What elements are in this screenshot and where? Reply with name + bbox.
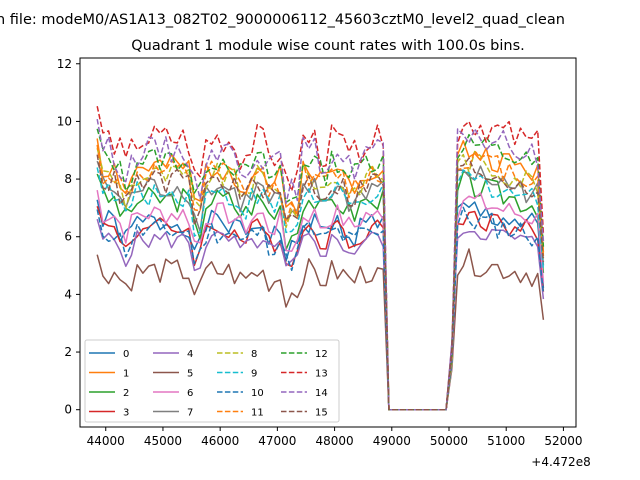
legend-label-12: 12 <box>315 349 328 360</box>
legend-box <box>84 339 340 423</box>
y-axis: 0 2 4 6 8 10 12 <box>57 57 80 417</box>
series-line-5 <box>96 248 545 411</box>
series-line-6 <box>96 189 545 411</box>
y-tick-label: 8 <box>64 172 72 186</box>
legend-label-15: 15 <box>315 408 328 419</box>
legend-label-6: 6 <box>187 388 193 399</box>
series-line-10 <box>96 206 545 411</box>
series-line-4 <box>96 218 545 411</box>
x-axis: 44000 45000 46000 47000 48000 49000 50000 51000… <box>87 427 583 448</box>
series-line-14 <box>96 118 545 411</box>
legend-label-8: 8 <box>251 349 257 360</box>
y-tick-label: 2 <box>64 345 72 359</box>
legend-label-11: 11 <box>251 408 264 419</box>
legend-label-5: 5 <box>187 369 193 380</box>
legend-label-9: 9 <box>251 369 257 380</box>
legend-label-14: 14 <box>315 388 328 399</box>
y-tick-label: 4 <box>64 287 72 301</box>
legend-label-4: 4 <box>187 349 193 360</box>
legend-label-10: 10 <box>251 388 264 399</box>
series-line-7 <box>96 160 545 411</box>
x-tick-label: 44000 <box>87 434 125 448</box>
series-layer <box>96 106 545 411</box>
legend-label-7: 7 <box>187 408 193 419</box>
x-tick-label: 48000 <box>315 434 353 448</box>
legend-label-1: 1 <box>123 369 129 380</box>
x-tick-label: 49000 <box>373 434 411 448</box>
axes-frame <box>79 57 577 428</box>
series-line-3 <box>96 206 545 411</box>
x-tick-label: 51000 <box>487 434 525 448</box>
chart-title: Quadrant 1 module wise count rates with … <box>131 38 525 54</box>
x-offset-label: +4.472e8 <box>531 455 590 469</box>
legend-label-0: 0 <box>123 349 129 360</box>
legend-label-3: 3 <box>123 408 129 419</box>
x-tick-label: 45000 <box>144 434 182 448</box>
figure-suptitle: n file: modeM0/AS1A13_082T02_9000006112_… <box>0 12 565 28</box>
x-tick-label: 47000 <box>258 434 296 448</box>
x-tick-label: 52000 <box>544 434 582 448</box>
series-line-15 <box>96 154 545 411</box>
y-tick-label: 0 <box>64 403 72 417</box>
y-tick-label: 6 <box>64 230 72 244</box>
legend-label-13: 13 <box>315 369 328 380</box>
y-tick-label: 12 <box>57 57 72 71</box>
x-tick-label: 50000 <box>430 434 468 448</box>
legend-label-2: 2 <box>123 388 129 399</box>
series-line-12 <box>96 128 545 411</box>
series-line-9 <box>96 167 545 411</box>
y-tick-label: 10 <box>57 114 72 128</box>
x-tick-label: 46000 <box>201 434 239 448</box>
